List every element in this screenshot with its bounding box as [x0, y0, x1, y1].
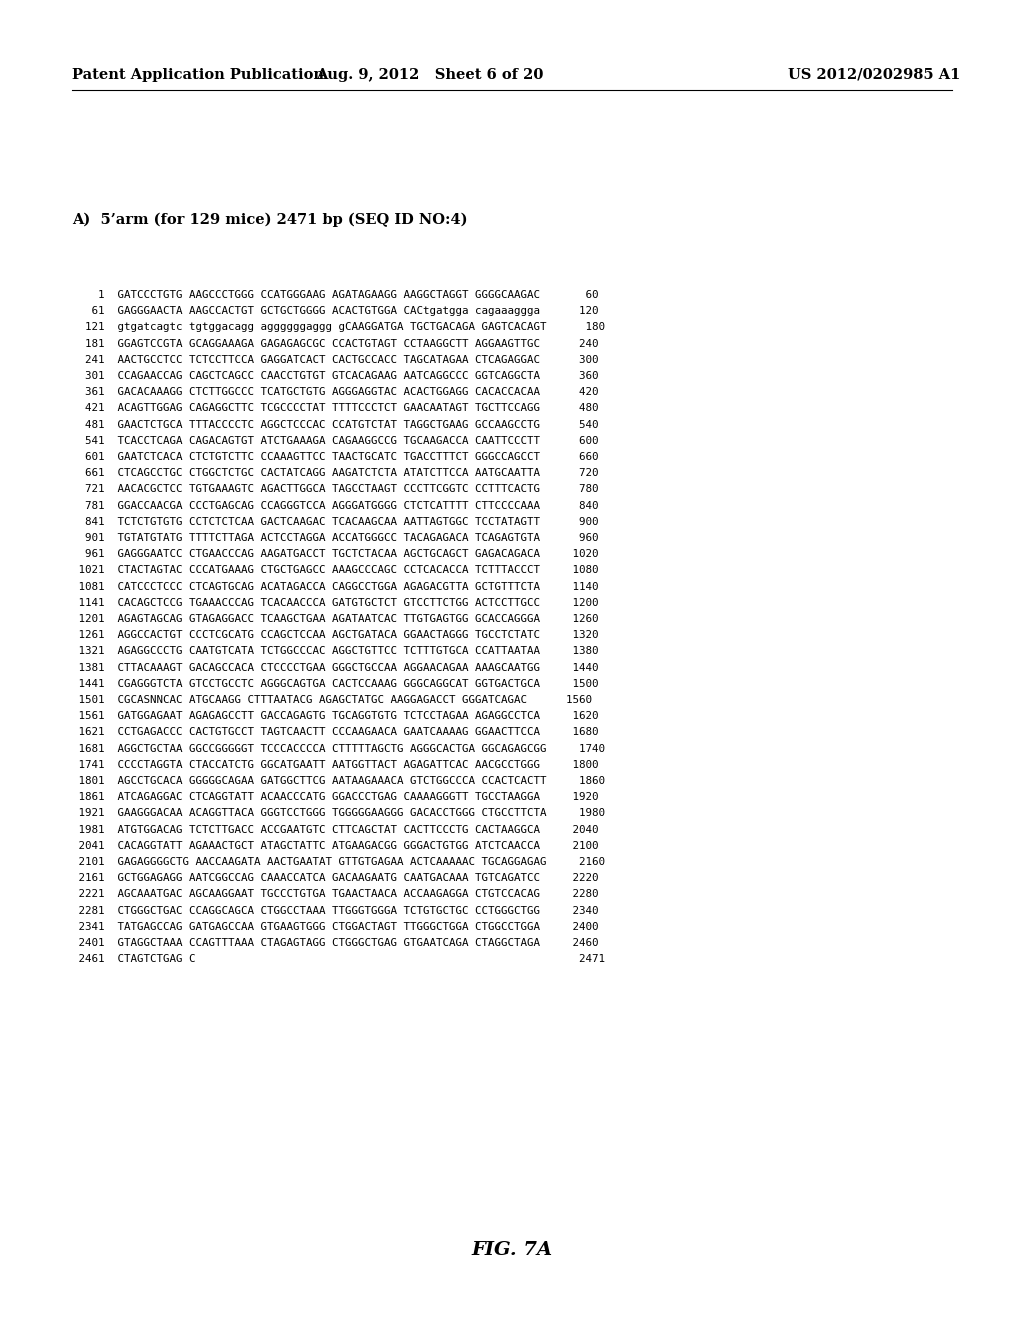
Text: 1441  CGAGGGTCTA GTCCTGCCTC AGGGCAGTGA CACTCCAAAG GGGCAGGCAT GGTGACTGCA     1500: 1441 CGAGGGTCTA GTCCTGCCTC AGGGCAGTGA CA…	[72, 678, 598, 689]
Text: 241  AACTGCCTCC TCTCCTTCCA GAGGATCACT CACTGCCACC TAGCATAGAA CTCAGAGGAC      300: 241 AACTGCCTCC TCTCCTTCCA GAGGATCACT CAC…	[72, 355, 598, 364]
Text: 1921  GAAGGGACAA ACAGGTTACA GGGTCCTGGG TGGGGGAAGGG GACACCTGGG CTGCCTTCTA     198: 1921 GAAGGGACAA ACAGGTTACA GGGTCCTGGG TG…	[72, 808, 605, 818]
Text: 1741  CCCCTAGGTA CTACCATCTG GGCATGAATT AATGGTTACT AGAGATTCAC AACGCCTGGG     1800: 1741 CCCCTAGGTA CTACCATCTG GGCATGAATT AA…	[72, 760, 598, 770]
Text: 1381  CTTACAAAGT GACAGCCACA CTCCCCTGAA GGGCTGCCAA AGGAACAGAA AAAGCAATGG     1440: 1381 CTTACAAAGT GACAGCCACA CTCCCCTGAA GG…	[72, 663, 598, 673]
Text: 721  AACACGCTCC TGTGAAAGTC AGACTTGGCA TAGCCTAAGT CCCTTCGGTC CCTTTCACTG      780: 721 AACACGCTCC TGTGAAAGTC AGACTTGGCA TAG…	[72, 484, 598, 495]
Text: FIG. 7A: FIG. 7A	[471, 1241, 553, 1259]
Text: 841  TCTCTGTGTG CCTCTCTCAA GACTCAAGAC TCACAAGCAA AATTAGTGGC TCCTATAGTT      900: 841 TCTCTGTGTG CCTCTCTCAA GACTCAAGAC TCA…	[72, 517, 598, 527]
Text: 2221  AGCAAATGAC AGCAAGGAAT TGCCCTGTGA TGAACTAACA ACCAAGAGGA CTGTCCACAG     2280: 2221 AGCAAATGAC AGCAAGGAAT TGCCCTGTGA TG…	[72, 890, 598, 899]
Text: 1681  AGGCTGCTAA GGCCGGGGGT TCCCACCCCA CTTTTTAGCTG AGGGCACTGA GGCAGAGCGG     174: 1681 AGGCTGCTAA GGCCGGGGGT TCCCACCCCA CT…	[72, 743, 605, 754]
Text: 1  GATCCCTGTG AAGCCCTGGG CCATGGGAAG AGATAGAAGG AAGGCTAGGT GGGGCAAGAC       60: 1 GATCCCTGTG AAGCCCTGGG CCATGGGAAG AGATA…	[72, 290, 598, 300]
Text: 2041  CACAGGTATT AGAAACTGCT ATAGCTATTC ATGAAGACGG GGGACTGTGG ATCTCAACCA     2100: 2041 CACAGGTATT AGAAACTGCT ATAGCTATTC AT…	[72, 841, 598, 851]
Text: 2101  GAGAGGGGCTG AACCAAGATA AACTGAATAT GTTGTGAGAA ACTCAAAAAC TGCAGGAGAG     216: 2101 GAGAGGGGCTG AACCAAGATA AACTGAATAT G…	[72, 857, 605, 867]
Text: 1801  AGCCTGCACA GGGGGCAGAA GATGGCTTCG AATAAGAAACA GTCTGGCCCA CCACTCACTT     186: 1801 AGCCTGCACA GGGGGCAGAA GATGGCTTCG AA…	[72, 776, 605, 785]
Text: 361  GACACAAAGG CTCTTGGCCC TCATGCTGTG AGGGAGGTAC ACACTGGAGG CACACCACAA      420: 361 GACACAAAGG CTCTTGGCCC TCATGCTGTG AGG…	[72, 387, 598, 397]
Text: 2401  GTAGGCTAAA CCAGTTTAAA CTAGAGTAGG CTGGGCTGAG GTGAATCAGA CTAGGCTAGA     2460: 2401 GTAGGCTAAA CCAGTTTAAA CTAGAGTAGG CT…	[72, 939, 598, 948]
Text: 1501  CGCASNNCAC ATGCAAGG CTTTAATACG AGAGCTATGC AAGGAGACCT GGGATCAGAC      1560: 1501 CGCASNNCAC ATGCAAGG CTTTAATACG AGAG…	[72, 696, 592, 705]
Text: 301  CCAGAACCAG CAGCTCAGCC CAACCTGTGT GTCACAGAAG AATCAGGCCC GGTCAGGCTA      360: 301 CCAGAACCAG CAGCTCAGCC CAACCTGTGT GTC…	[72, 371, 598, 381]
Text: Aug. 9, 2012   Sheet 6 of 20: Aug. 9, 2012 Sheet 6 of 20	[316, 69, 544, 82]
Text: 2161  GCTGGAGAGG AATCGGCCAG CAAACCATCA GACAAGAATG CAATGACAAA TGTCAGATCC     2220: 2161 GCTGGAGAGG AATCGGCCAG CAAACCATCA GA…	[72, 874, 598, 883]
Text: 2281  CTGGGCTGAC CCAGGCAGCA CTGGCCTAAA TTGGGTGGGA TCTGTGCTGC CCTGGGCTGG     2340: 2281 CTGGGCTGAC CCAGGCAGCA CTGGCCTAAA TT…	[72, 906, 598, 916]
Text: 1981  ATGTGGACAG TCTCTTGACC ACCGAATGTC CTTCAGCTAT CACTTCCCTG CACTAAGGCA     2040: 1981 ATGTGGACAG TCTCTTGACC ACCGAATGTC CT…	[72, 825, 598, 834]
Text: 541  TCACCTCAGA CAGACAGTGT ATCTGAAAGA CAGAAGGCCG TGCAAGACCA CAATTCCCTT      600: 541 TCACCTCAGA CAGACAGTGT ATCTGAAAGA CAG…	[72, 436, 598, 446]
Text: 1081  CATCCCTCCC CTCAGTGCAG ACATAGACCA CAGGCCTGGA AGAGACGTTA GCTGTTTCTA     1140: 1081 CATCCCTCCC CTCAGTGCAG ACATAGACCA CA…	[72, 582, 598, 591]
Text: 121  gtgatcagtc tgtggacagg aggggggaggg gCAAGGATGA TGCTGACAGA GAGTCACAGT      180: 121 gtgatcagtc tgtggacagg aggggggaggg gC…	[72, 322, 605, 333]
Text: 1141  CACAGCTCCG TGAAACCCAG TCACAACCCA GATGTGCTCT GTCCTTCTGG ACTCCTTGCC     1200: 1141 CACAGCTCCG TGAAACCCAG TCACAACCCA GA…	[72, 598, 598, 607]
Text: 1261  AGGCCACTGT CCCTCGCATG CCAGCTCCAA AGCTGATACA GGAACTAGGG TGCCTCTATC     1320: 1261 AGGCCACTGT CCCTCGCATG CCAGCTCCAA AG…	[72, 630, 598, 640]
Text: 1321  AGAGGCCCTG CAATGTCATA TCTGGCCCAC AGGCTGTTCC TCTTTGTGCA CCATTAATAA     1380: 1321 AGAGGCCCTG CAATGTCATA TCTGGCCCAC AG…	[72, 647, 598, 656]
Text: 2461  CTAGTCTGAG C                                                           247: 2461 CTAGTCTGAG C 247	[72, 954, 605, 964]
Text: 1861  ATCAGAGGAC CTCAGGTATT ACAACCCATG GGACCCTGAG CAAAAGGGTT TGCCTAAGGA     1920: 1861 ATCAGAGGAC CTCAGGTATT ACAACCCATG GG…	[72, 792, 598, 803]
Text: 1621  CCTGAGACCC CACTGTGCCT TAGTCAACTT CCCAAGAACA GAATCAAAAG GGAACTTCCA     1680: 1621 CCTGAGACCC CACTGTGCCT TAGTCAACTT CC…	[72, 727, 598, 738]
Text: 1201  AGAGTAGCAG GTAGAGGACC TCAAGCTGAA AGATAATCAC TTGTGAGTGG GCACCAGGGA     1260: 1201 AGAGTAGCAG GTAGAGGACC TCAAGCTGAA AG…	[72, 614, 598, 624]
Text: 961  GAGGGAATCC CTGAACCCAG AAGATGACCT TGCTCTACAA AGCTGCAGCT GAGACAGACA     1020: 961 GAGGGAATCC CTGAACCCAG AAGATGACCT TGC…	[72, 549, 598, 560]
Text: 2341  TATGAGCCAG GATGAGCCAA GTGAAGTGGG CTGGACTAGT TTGGGCTGGA CTGGCCTGGA     2400: 2341 TATGAGCCAG GATGAGCCAA GTGAAGTGGG CT…	[72, 921, 598, 932]
Text: 1021  CTACTAGTAC CCCATGAAAG CTGCTGAGCC AAAGCCCAGC CCTCACACCA TCTTTACCCT     1080: 1021 CTACTAGTAC CCCATGAAAG CTGCTGAGCC AA…	[72, 565, 598, 576]
Text: 901  TGTATGTATG TTTTCTTAGA ACTCCTAGGA ACCATGGGCC TACAGAGACA TCAGAGTGTA      960: 901 TGTATGTATG TTTTCTTAGA ACTCCTAGGA ACC…	[72, 533, 598, 543]
Text: Patent Application Publication: Patent Application Publication	[72, 69, 324, 82]
Text: A)  5’arm (for 129 mice) 2471 bp (SEQ ID NO:4): A) 5’arm (for 129 mice) 2471 bp (SEQ ID …	[72, 213, 468, 227]
Text: 661  CTCAGCCTGC CTGGCTCTGC CACTATCAGG AAGATCTCTA ATATCTTCCA AATGCAATTA      720: 661 CTCAGCCTGC CTGGCTCTGC CACTATCAGG AAG…	[72, 469, 598, 478]
Text: 481  GAACTCTGCA TTTACCCCTC AGGCTCCCAC CCATGTCTAT TAGGCTGAAG GCCAAGCCTG      540: 481 GAACTCTGCA TTTACCCCTC AGGCTCCCAC CCA…	[72, 420, 598, 429]
Text: 181  GGAGTCCGTA GCAGGAAAGA GAGAGAGCGC CCACTGTAGT CCTAAGGCTT AGGAAGTTGC      240: 181 GGAGTCCGTA GCAGGAAAGA GAGAGAGCGC CCA…	[72, 339, 598, 348]
Text: 601  GAATCTCACA CTCTGTCTTC CCAAAGTTCC TAACTGCATC TGACCTTTCT GGGCCAGCCT      660: 601 GAATCTCACA CTCTGTCTTC CCAAAGTTCC TAA…	[72, 451, 598, 462]
Text: 1561  GATGGAGAAT AGAGAGCCTT GACCAGAGTG TGCAGGTGTG TCTCCTAGAA AGAGGCCTCA     1620: 1561 GATGGAGAAT AGAGAGCCTT GACCAGAGTG TG…	[72, 711, 598, 721]
Text: 61  GAGGGAACTA AAGCCACTGT GCTGCTGGGG ACACTGTGGA CACtgatgga cagaaaggga      120: 61 GAGGGAACTA AAGCCACTGT GCTGCTGGGG ACAC…	[72, 306, 598, 317]
Text: 421  ACAGTTGGAG CAGAGGCTTC TCGCCCCTAT TTTTCCCTCT GAACAATAGT TGCTTCCAGG      480: 421 ACAGTTGGAG CAGAGGCTTC TCGCCCCTAT TTT…	[72, 404, 598, 413]
Text: 781  GGACCAACGA CCCTGAGCAG CCAGGGTCCA AGGGATGGGG CTCTCATTTT CTTCCCCAAA      840: 781 GGACCAACGA CCCTGAGCAG CCAGGGTCCA AGG…	[72, 500, 598, 511]
Text: US 2012/0202985 A1: US 2012/0202985 A1	[787, 69, 961, 82]
